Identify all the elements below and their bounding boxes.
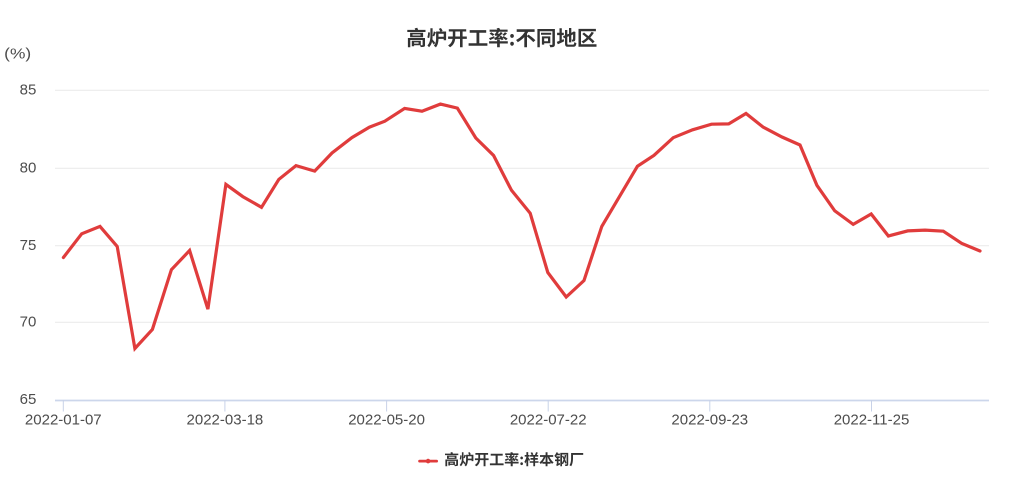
svg-text:2022-05-20: 2022-05-20 [348,412,425,429]
svg-text:(%): (%) [4,46,31,63]
svg-text:2022-01-07: 2022-01-07 [25,412,102,429]
svg-text:70: 70 [20,313,37,330]
svg-text:75: 75 [20,237,37,254]
svg-text:2022-07-22: 2022-07-22 [510,412,587,429]
svg-text:80: 80 [20,159,37,176]
svg-text:2022-11-25: 2022-11-25 [834,412,910,429]
svg-text:2022-03-18: 2022-03-18 [187,412,264,429]
svg-text:2022-09-23: 2022-09-23 [671,412,748,429]
svg-text:65: 65 [20,391,37,408]
svg-text:85: 85 [20,81,37,98]
